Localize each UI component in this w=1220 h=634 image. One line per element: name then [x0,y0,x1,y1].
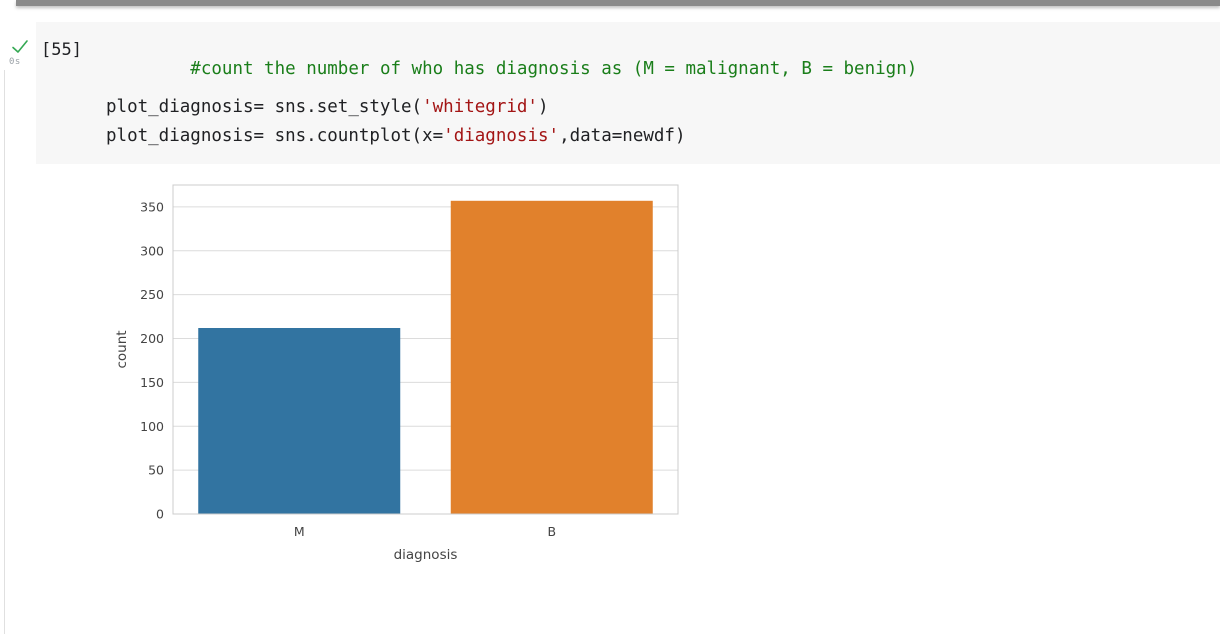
y-tick-label: 200 [140,331,164,346]
check-icon [12,40,28,53]
code-line-3: plot_diagnosis= sns.countplot(x='diagnos… [106,126,686,146]
code-text: ) [537,97,549,117]
code-text: plot_diagnosis= sns.countplot(x= [106,126,444,146]
run-time: 0s [9,57,21,67]
y-tick-label: 300 [140,243,164,258]
y-tick-label: 50 [148,463,164,478]
code-text: plot_diagnosis= sns.set_style( [106,97,423,117]
code-line-1: #count the number of who has diagnosis a… [106,39,917,99]
code-text: ,data=newdf) [559,126,686,146]
code-string: 'diagnosis' [443,126,560,146]
code-comment: #count the number of who has diagnosis a… [190,59,918,79]
plot-frame [172,184,679,515]
y-tick-label: 0 [156,507,164,522]
y-axis-label: count [114,330,130,368]
y-tick-label: 250 [140,287,164,302]
x-tick-label: B [547,524,556,539]
code-line-2: plot_diagnosis= sns.set_style('whitegrid… [106,97,549,117]
y-tick-label: 350 [140,199,164,214]
y-tick-label: 100 [140,419,164,434]
code-cell[interactable]: #count the number of who has diagnosis a… [36,22,1220,164]
code-string: 'whitegrid' [422,97,538,117]
bar-m [198,328,401,514]
previous-cell-output-border [16,0,1220,6]
run-status[interactable]: 0s [8,38,30,74]
x-axis-label: diagnosis [394,547,458,563]
x-tick-label: M [294,524,305,539]
execution-count: [55] [41,40,82,60]
code-editor[interactable]: #count the number of who has diagnosis a… [36,22,917,146]
output-left-border [4,70,5,634]
y-tick-label: 150 [140,375,164,390]
bar-b [450,200,653,514]
